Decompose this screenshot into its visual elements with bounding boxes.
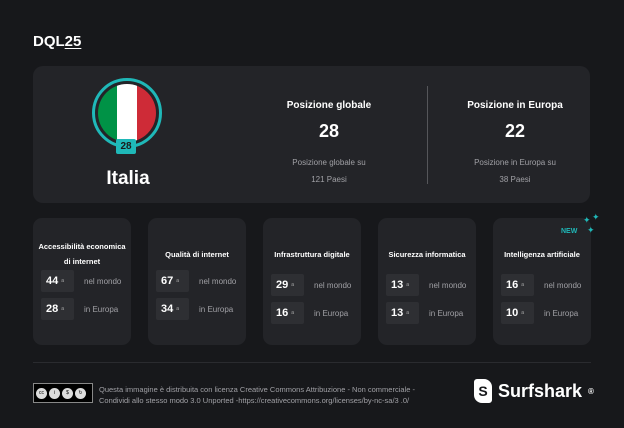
europe-rank-row: 16 a in Europa	[271, 302, 357, 324]
sparkle-icon: ✦	[587, 225, 595, 235]
divider	[427, 86, 428, 184]
world-rank-row: 44 a nel mondo	[41, 270, 127, 292]
footer-divider	[33, 362, 591, 363]
europe-rank: 34 a	[156, 298, 189, 320]
world-rank: 67 a	[156, 270, 189, 292]
surfshark-logo: S Surfshark ®	[474, 379, 594, 403]
category-card: Sicurezza informatica 13 a nel mondo 13 a in…	[378, 218, 476, 345]
category-card: Infrastruttura digitale 29 a nel mondo 16 a…	[263, 218, 361, 345]
europe-position: Posizione in Europa 22 Posizione in Euro…	[467, 100, 563, 184]
europe-rank: 16 a	[271, 302, 304, 324]
rank-badge: 28	[116, 139, 136, 154]
sparkle-icon: ✦	[592, 212, 600, 222]
europe-rank: 10 a	[501, 302, 534, 324]
europe-rank-row: 10 a in Europa	[501, 302, 587, 324]
world-rank: 13 a	[386, 274, 419, 296]
europe-rank: 28 a	[41, 298, 74, 320]
global-position: Posizione globale 28 Posizione globale s…	[286, 100, 372, 184]
dql-logo: DQL25	[33, 33, 82, 50]
category-card: Accessibilità economica di internet 44 a n…	[33, 218, 131, 345]
world-rank: 29 a	[271, 274, 304, 296]
surfshark-icon: S	[474, 379, 492, 403]
world-rank-row: 29 a nel mondo	[271, 274, 357, 296]
world-rank-row: 67 a nel mondo	[156, 270, 242, 292]
cc-license-badge: cc i $ ↻	[33, 383, 93, 403]
category-card: Qualità di internet 67 a nel mondo 34 a in E…	[148, 218, 246, 345]
sparkle-icon: ✦	[583, 215, 591, 225]
world-rank: 16 a	[501, 274, 534, 296]
europe-rank-row: 28 a in Europa	[41, 298, 127, 320]
summary-card: 28 Italia Posizione globale 28 Posizione…	[33, 66, 590, 203]
new-badge: NEW	[561, 228, 578, 235]
europe-rank-row: 13 a in Europa	[386, 302, 472, 324]
world-rank: 44 a	[41, 270, 74, 292]
country-name: Italia	[106, 168, 150, 189]
category-card: Intelligenza artificiale 16 a nel mondo 10…	[493, 218, 591, 345]
europe-rank-row: 34 a in Europa	[156, 298, 242, 320]
world-rank-row: 13 a nel mondo	[386, 274, 472, 296]
italy-flag-icon	[92, 78, 162, 148]
europe-rank: 13 a	[386, 302, 419, 324]
world-rank-row: 16 a nel mondo	[501, 274, 587, 296]
license-text: Questa immagine è distribuita con licenz…	[99, 385, 415, 405]
